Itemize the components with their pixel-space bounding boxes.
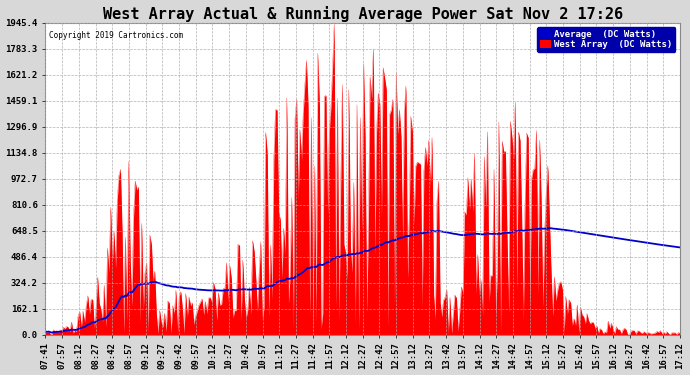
- Title: West Array Actual & Running Average Power Sat Nov 2 17:26: West Array Actual & Running Average Powe…: [103, 6, 623, 21]
- Text: Copyright 2019 Cartronics.com: Copyright 2019 Cartronics.com: [48, 30, 183, 39]
- Legend: Average  (DC Watts), West Array  (DC Watts): Average (DC Watts), West Array (DC Watts…: [538, 27, 676, 52]
